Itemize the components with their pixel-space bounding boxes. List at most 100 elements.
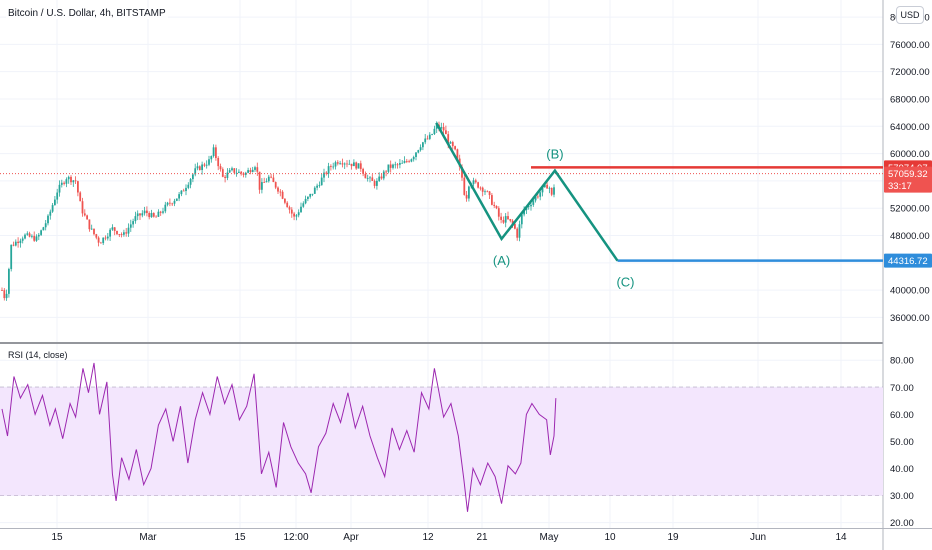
candle-body	[125, 232, 128, 234]
price-tick-label: 72000.00	[890, 67, 930, 78]
candle-body	[419, 147, 422, 151]
candle-body	[534, 196, 537, 201]
candle-body	[277, 187, 279, 192]
candle-body	[238, 171, 240, 173]
candle-body	[93, 228, 95, 235]
candle-body	[387, 164, 390, 172]
candle-body	[95, 234, 98, 238]
candle-body	[104, 237, 107, 239]
currency-button[interactable]: USD	[896, 6, 924, 24]
wave-label: (C)	[616, 275, 634, 290]
time-tick-label: 15	[51, 532, 63, 543]
candle-body	[516, 228, 519, 238]
time-tick-label: Mar	[139, 532, 157, 543]
wave-line	[435, 122, 619, 262]
candle-body	[270, 176, 272, 178]
candle-body	[396, 164, 399, 166]
candle-body	[369, 177, 371, 179]
time-axis[interactable]: 15 Mar 15 12:00 Apr 12 21 May 10 19 Jun 14	[51, 532, 847, 543]
candle-body	[435, 124, 438, 129]
candle-body	[175, 198, 178, 201]
candle-body	[152, 213, 155, 217]
candle-body	[389, 164, 392, 168]
candle-body	[509, 219, 512, 221]
price-axis[interactable]: 80000.0076000.0072000.0068000.0064000.00…	[884, 13, 932, 530]
candle-body	[247, 170, 249, 173]
candle-body	[196, 166, 199, 169]
time-tick-label: 12	[422, 532, 434, 543]
candle-body	[134, 216, 137, 222]
candle-body	[288, 207, 291, 210]
candle-body	[166, 202, 169, 205]
candle-body	[343, 163, 346, 165]
candle-body	[357, 163, 360, 169]
candle-body	[162, 211, 164, 213]
candle-body	[221, 169, 224, 177]
candle-body	[28, 233, 31, 237]
candle-body	[274, 182, 277, 188]
candle-body	[431, 134, 433, 135]
candle-body	[302, 203, 305, 207]
candle-body	[456, 149, 459, 159]
candle-body	[33, 235, 36, 241]
candle-body	[40, 230, 42, 235]
candle-body	[445, 130, 447, 135]
candle-body	[240, 171, 243, 174]
rsi-tick-label: 30.00	[890, 491, 914, 502]
candle-body	[180, 190, 183, 195]
candle-body	[355, 162, 358, 169]
candle-body	[488, 191, 491, 196]
candle-body	[403, 161, 406, 163]
candle-body	[157, 211, 160, 217]
candle-body	[258, 171, 261, 190]
candles	[1, 121, 555, 301]
candle-body	[500, 216, 502, 220]
candle-body	[477, 182, 479, 188]
candle-body	[210, 156, 213, 160]
wave-label: (B)	[546, 147, 563, 162]
candle-body	[212, 147, 215, 157]
candle-body	[415, 152, 417, 158]
candle-body	[325, 172, 328, 174]
candle-body	[334, 162, 337, 167]
symbol-title[interactable]: Bitcoin / U.S. Dollar, 4h, BITSTAMP	[6, 8, 168, 19]
candle-body	[316, 185, 318, 188]
rsi-tick-label: 70.00	[890, 383, 914, 394]
price-tick-label: 68000.00	[890, 94, 930, 105]
candle-body	[392, 164, 394, 168]
candle-body	[51, 205, 54, 212]
candle-body	[58, 184, 61, 193]
candle-body	[205, 164, 208, 166]
candle-body	[399, 163, 401, 165]
candle-body	[447, 134, 450, 144]
candle-body	[502, 219, 505, 223]
candle-body	[244, 172, 247, 175]
candle-body	[187, 184, 190, 188]
candle-body	[56, 192, 59, 200]
candle-body	[261, 182, 263, 190]
candle-body	[116, 230, 118, 235]
candle-body	[339, 163, 341, 165]
candle-body	[31, 235, 33, 237]
time-tick-label: 14	[835, 532, 847, 543]
rsi-indicator-title[interactable]: RSI (14, close)	[6, 350, 70, 360]
candle-body	[313, 187, 316, 194]
candle-body	[307, 196, 309, 199]
candle-body	[394, 164, 397, 166]
candle-body	[323, 172, 325, 178]
candle-body	[550, 187, 553, 195]
candle-body	[382, 171, 385, 179]
candle-body	[364, 173, 367, 179]
candle-countdown: 33:17	[888, 181, 912, 192]
candle-body	[118, 234, 121, 235]
candle-body	[417, 150, 420, 153]
candle-body	[433, 128, 436, 135]
wave-drawing[interactable]: (A) (B) (C)	[0, 122, 883, 290]
candle-body	[173, 200, 176, 204]
candle-body	[10, 244, 13, 270]
candle-body	[256, 167, 259, 172]
candle-body	[410, 159, 413, 162]
candle-body	[300, 206, 302, 213]
candle-body	[527, 206, 530, 208]
